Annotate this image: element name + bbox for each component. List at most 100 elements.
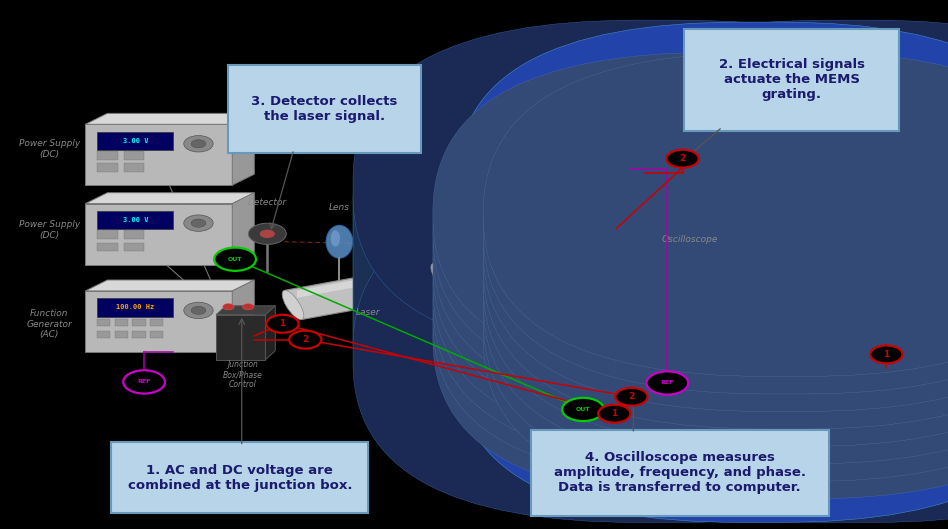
- Text: OUT: OUT: [228, 257, 243, 262]
- Text: 1: 1: [884, 350, 889, 359]
- Circle shape: [615, 388, 647, 406]
- Polygon shape: [85, 113, 254, 124]
- Text: 1: 1: [280, 319, 285, 329]
- Polygon shape: [297, 267, 431, 298]
- Polygon shape: [85, 204, 232, 264]
- Text: 3. Detector collects
the laser signal.: 3. Detector collects the laser signal.: [251, 95, 397, 123]
- FancyBboxPatch shape: [97, 231, 118, 239]
- Circle shape: [564, 378, 577, 386]
- FancyBboxPatch shape: [483, 70, 948, 394]
- FancyBboxPatch shape: [123, 231, 144, 239]
- Polygon shape: [232, 280, 254, 352]
- Text: Lens: Lens: [329, 203, 350, 212]
- FancyBboxPatch shape: [353, 20, 948, 355]
- FancyBboxPatch shape: [133, 331, 146, 339]
- Polygon shape: [561, 291, 722, 394]
- FancyBboxPatch shape: [123, 243, 144, 251]
- FancyBboxPatch shape: [115, 331, 128, 339]
- Circle shape: [191, 306, 206, 315]
- Text: OUT: OUT: [575, 407, 591, 412]
- Circle shape: [266, 315, 299, 333]
- Text: 100.00 Hz: 100.00 Hz: [117, 304, 155, 311]
- Circle shape: [243, 304, 254, 310]
- Polygon shape: [85, 193, 254, 204]
- Circle shape: [592, 378, 605, 386]
- FancyBboxPatch shape: [97, 132, 173, 150]
- Circle shape: [649, 317, 666, 327]
- Polygon shape: [232, 113, 254, 185]
- Text: Detector: Detector: [247, 198, 287, 207]
- Circle shape: [598, 405, 630, 423]
- Ellipse shape: [283, 290, 303, 320]
- Text: Power Supply
(DC): Power Supply (DC): [19, 221, 80, 240]
- Polygon shape: [552, 222, 637, 288]
- FancyBboxPatch shape: [433, 52, 948, 377]
- FancyBboxPatch shape: [111, 442, 368, 513]
- Circle shape: [647, 371, 688, 395]
- FancyBboxPatch shape: [468, 30, 948, 511]
- FancyBboxPatch shape: [97, 151, 118, 160]
- FancyBboxPatch shape: [568, 300, 645, 360]
- Circle shape: [678, 317, 696, 327]
- FancyBboxPatch shape: [483, 52, 948, 377]
- FancyBboxPatch shape: [457, 189, 948, 523]
- FancyBboxPatch shape: [150, 319, 163, 326]
- Text: 3.00 V: 3.00 V: [122, 217, 148, 223]
- Text: Function
Generator
(AC): Function Generator (AC): [27, 309, 72, 339]
- Ellipse shape: [326, 225, 353, 258]
- FancyBboxPatch shape: [483, 87, 948, 412]
- FancyBboxPatch shape: [483, 122, 948, 446]
- FancyBboxPatch shape: [97, 211, 173, 229]
- Text: Adjustable
Iris: Adjustable Iris: [441, 193, 488, 212]
- Ellipse shape: [331, 230, 340, 247]
- Polygon shape: [722, 279, 741, 394]
- Ellipse shape: [431, 263, 452, 293]
- Polygon shape: [232, 193, 254, 264]
- Text: 2. Electrical signals
actuate the MEMS
grating.: 2. Electrical signals actuate the MEMS g…: [719, 58, 865, 102]
- Circle shape: [260, 230, 275, 238]
- Polygon shape: [85, 280, 254, 291]
- FancyBboxPatch shape: [531, 430, 829, 516]
- Text: Lens: Lens: [516, 298, 537, 307]
- Text: 2: 2: [302, 335, 308, 344]
- Circle shape: [426, 224, 541, 289]
- Circle shape: [619, 378, 632, 386]
- Polygon shape: [85, 124, 232, 185]
- Polygon shape: [265, 306, 275, 360]
- Circle shape: [214, 248, 256, 271]
- Polygon shape: [561, 279, 741, 291]
- Polygon shape: [216, 306, 275, 315]
- Text: Oscilloscope: Oscilloscope: [662, 234, 719, 244]
- Text: REF: REF: [661, 380, 674, 386]
- FancyBboxPatch shape: [483, 105, 948, 429]
- FancyBboxPatch shape: [97, 319, 110, 326]
- Text: 2: 2: [629, 392, 634, 402]
- FancyBboxPatch shape: [483, 140, 948, 464]
- FancyBboxPatch shape: [228, 65, 421, 153]
- Circle shape: [674, 378, 687, 386]
- FancyBboxPatch shape: [133, 319, 146, 326]
- Polygon shape: [85, 291, 232, 352]
- Circle shape: [649, 348, 666, 358]
- FancyBboxPatch shape: [97, 243, 118, 251]
- Circle shape: [184, 215, 213, 231]
- FancyBboxPatch shape: [433, 105, 948, 429]
- FancyBboxPatch shape: [115, 319, 128, 326]
- FancyBboxPatch shape: [684, 29, 899, 131]
- FancyBboxPatch shape: [353, 43, 948, 497]
- FancyBboxPatch shape: [538, 43, 948, 497]
- FancyBboxPatch shape: [123, 163, 144, 172]
- Text: REF: REF: [137, 379, 151, 385]
- Text: Junction
Box/Phase
Control: Junction Box/Phase Control: [223, 360, 263, 389]
- FancyBboxPatch shape: [483, 175, 948, 499]
- Circle shape: [870, 345, 902, 363]
- FancyBboxPatch shape: [544, 188, 948, 523]
- Text: 2: 2: [680, 154, 685, 163]
- FancyBboxPatch shape: [433, 70, 948, 394]
- FancyBboxPatch shape: [97, 163, 118, 172]
- Polygon shape: [216, 315, 265, 360]
- FancyBboxPatch shape: [544, 20, 948, 355]
- Circle shape: [223, 304, 234, 310]
- FancyBboxPatch shape: [433, 122, 948, 446]
- Text: MEMS
micrograting: MEMS micrograting: [554, 178, 607, 197]
